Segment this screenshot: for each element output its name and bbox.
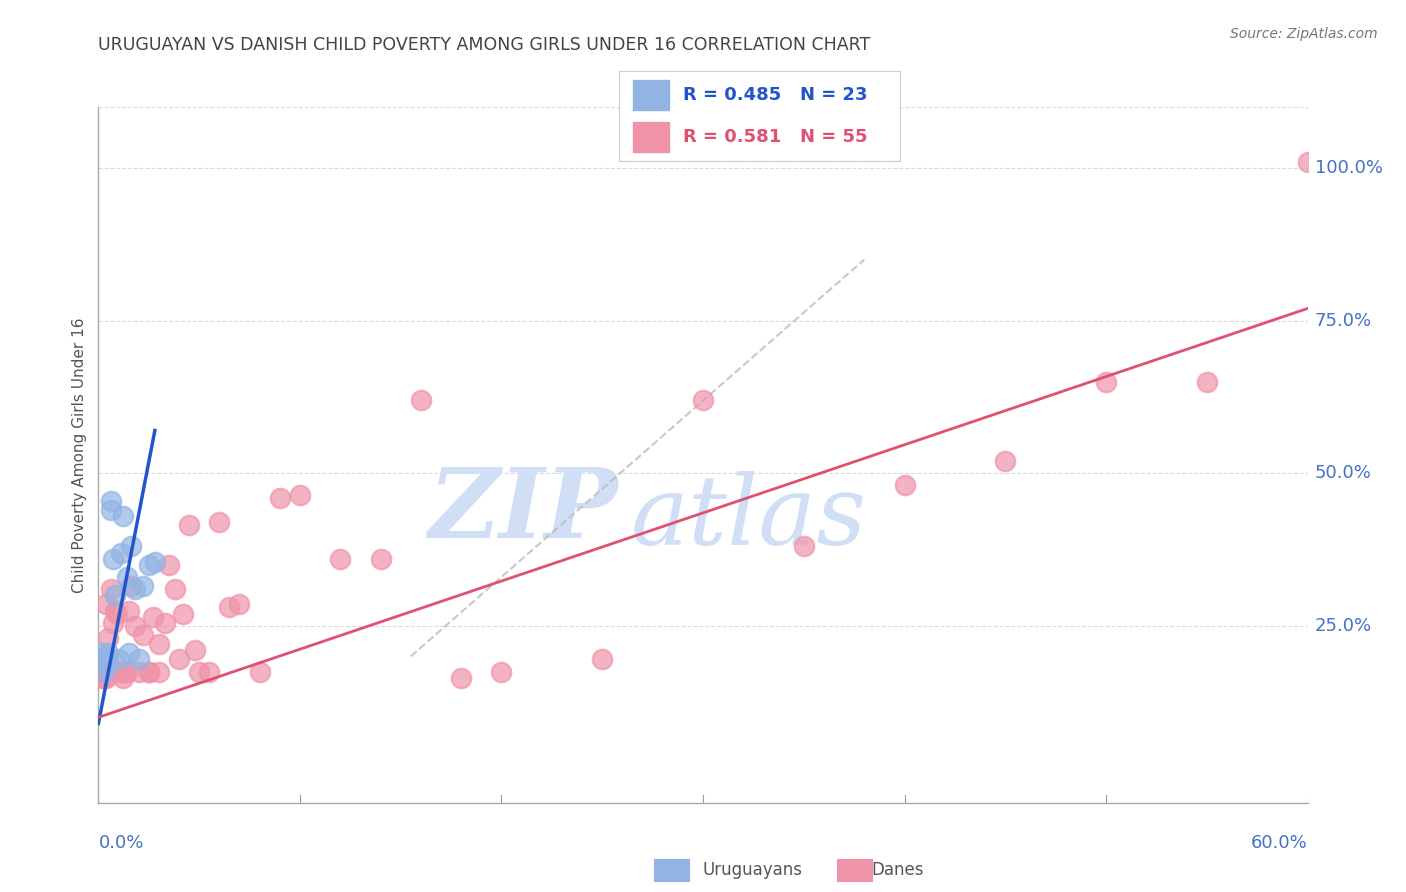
Point <box>198 665 221 679</box>
Point <box>269 491 291 505</box>
Point <box>100 582 122 597</box>
Point <box>101 615 124 630</box>
Point <box>138 665 160 679</box>
Point <box>91 671 114 685</box>
Point <box>103 588 125 602</box>
Text: atlas: atlas <box>630 471 866 565</box>
Text: R = 0.485   N = 23: R = 0.485 N = 23 <box>683 87 868 104</box>
Point <box>409 392 432 407</box>
Point <box>148 665 170 679</box>
Point <box>120 579 142 593</box>
Point <box>89 665 111 679</box>
Point <box>124 582 146 597</box>
Bar <box>633 80 669 110</box>
Point <box>97 646 120 660</box>
Point <box>96 671 118 685</box>
Point <box>120 540 142 554</box>
Point <box>124 619 146 633</box>
Point <box>138 558 160 572</box>
Bar <box>633 122 669 152</box>
Point <box>132 579 155 593</box>
Text: Danes: Danes <box>872 861 924 879</box>
Point <box>138 665 160 679</box>
Text: 0.0%: 0.0% <box>98 834 143 852</box>
Point <box>370 551 392 566</box>
Point <box>110 545 132 559</box>
Point <box>91 652 114 666</box>
Point <box>157 558 180 572</box>
Point <box>249 665 271 679</box>
Point <box>100 503 122 517</box>
Point <box>172 607 194 621</box>
Point <box>177 518 201 533</box>
Point <box>96 598 118 612</box>
Point <box>118 646 141 660</box>
Point <box>115 570 138 584</box>
Point <box>228 598 250 612</box>
Point <box>111 508 134 523</box>
Point <box>692 392 714 407</box>
Point <box>91 646 114 660</box>
Point <box>97 652 120 666</box>
Point <box>93 665 115 679</box>
Text: R = 0.581   N = 55: R = 0.581 N = 55 <box>683 128 868 146</box>
Point <box>591 652 613 666</box>
Point <box>100 665 122 679</box>
Point <box>793 540 815 554</box>
Text: 60.0%: 60.0% <box>1251 834 1308 852</box>
Point <box>128 652 150 666</box>
Point <box>1195 375 1218 389</box>
Point <box>103 603 125 617</box>
Point <box>115 665 138 679</box>
Point <box>96 658 118 673</box>
Point <box>994 454 1017 468</box>
Point <box>184 643 207 657</box>
Point <box>89 652 111 666</box>
Point <box>96 652 118 666</box>
Point <box>491 665 513 679</box>
Point <box>101 551 124 566</box>
Y-axis label: Child Poverty Among Girls Under 16: Child Poverty Among Girls Under 16 <box>72 318 87 592</box>
Point <box>167 652 190 666</box>
Text: Source: ZipAtlas.com: Source: ZipAtlas.com <box>1230 27 1378 41</box>
Point <box>132 628 155 642</box>
Text: 100.0%: 100.0% <box>1315 159 1382 178</box>
Text: URUGUAYAN VS DANISH CHILD POVERTY AMONG GIRLS UNDER 16 CORRELATION CHART: URUGUAYAN VS DANISH CHILD POVERTY AMONG … <box>98 36 870 54</box>
Point <box>208 515 231 529</box>
Point <box>93 671 115 685</box>
Point <box>110 665 132 679</box>
Point <box>97 631 120 645</box>
Point <box>114 665 136 679</box>
Point <box>163 582 186 597</box>
Point <box>329 551 352 566</box>
Point <box>100 493 122 508</box>
Point <box>1296 155 1319 169</box>
Point <box>893 478 915 492</box>
Point <box>128 665 150 679</box>
Point <box>142 609 165 624</box>
Text: 75.0%: 75.0% <box>1315 311 1372 330</box>
Text: Uruguayans: Uruguayans <box>703 861 803 879</box>
Point <box>143 555 166 569</box>
Text: ZIP: ZIP <box>429 464 619 558</box>
Point <box>111 671 134 685</box>
Point <box>188 665 211 679</box>
Point <box>288 487 311 501</box>
Point <box>93 665 115 679</box>
Point <box>450 671 472 685</box>
Point <box>105 607 128 621</box>
Text: 25.0%: 25.0% <box>1315 616 1372 635</box>
Text: 50.0%: 50.0% <box>1315 464 1371 483</box>
Point <box>1095 375 1118 389</box>
Point <box>153 615 176 630</box>
Point <box>148 637 170 651</box>
Point <box>218 600 240 615</box>
Point <box>107 665 129 679</box>
Point <box>118 603 141 617</box>
Point <box>107 652 129 666</box>
